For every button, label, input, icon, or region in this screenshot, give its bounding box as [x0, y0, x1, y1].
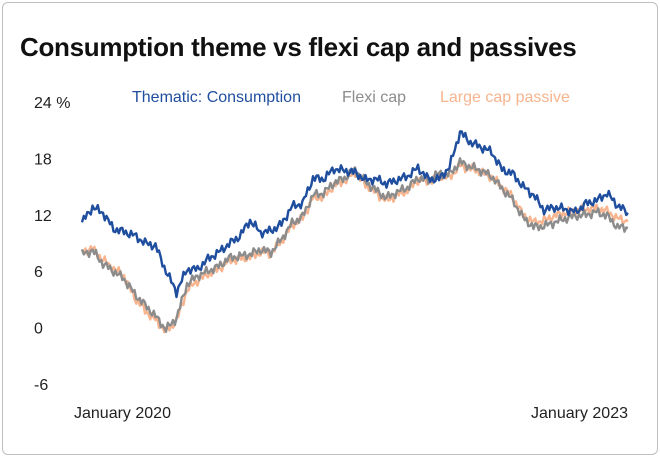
y-tick-label: -6: [34, 377, 48, 394]
legend-entry: Thematic: Consumption: [132, 89, 301, 106]
x-tick-label: January 2023: [531, 405, 628, 422]
y-tick-label: 12: [34, 208, 52, 225]
legend: Thematic: Consumption Flexi cap Large cap …: [132, 89, 570, 106]
y-tick-label: 24 %: [34, 95, 70, 112]
x-axis-ticks: January 2020 January 2023: [74, 405, 628, 422]
y-tick-label: 18: [34, 151, 52, 168]
chart-title: Consumption theme vs flexi cap and passi…: [20, 32, 577, 62]
legend-entry: Large cap passive: [440, 89, 570, 106]
x-tick-label: January 2020: [74, 405, 171, 422]
y-tick-label: 0: [34, 321, 43, 338]
series-line-thematic-consumption: [80, 130, 629, 299]
y-tick-label: 6: [34, 264, 43, 281]
series-lines: [80, 130, 629, 334]
y-axis-ticks: 24 % 18 12 6 0 -6: [34, 95, 70, 394]
legend-entry: Flexi cap: [342, 89, 406, 106]
series-line-large-cap-passive: [81, 162, 629, 334]
series-line-flexi-cap: [80, 157, 629, 333]
